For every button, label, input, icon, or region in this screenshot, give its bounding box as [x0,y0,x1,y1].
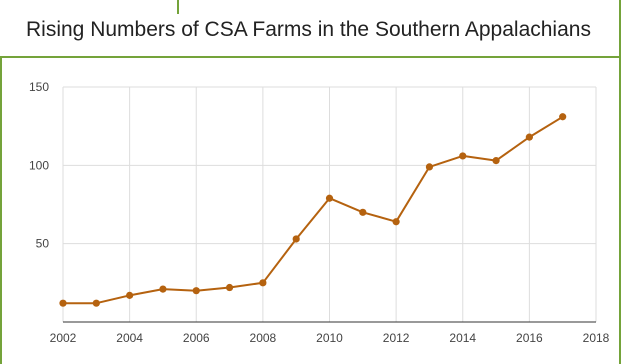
x-tick-label: 2014 [449,331,476,345]
x-tick-label: 2004 [116,331,143,345]
x-tick-label: 2012 [383,331,410,345]
data-point[interactable] [59,299,67,307]
x-tick-label: 2018 [583,331,610,345]
x-tick-label: 2002 [50,331,77,345]
title-box [0,0,621,58]
series-layer [59,113,567,307]
data-point[interactable] [559,113,567,121]
data-point[interactable] [126,291,134,299]
y-tick-label: 50 [36,237,50,251]
data-point[interactable] [359,208,367,216]
data-point[interactable] [525,133,533,141]
chart-title: Rising Numbers of CSA Farms in the South… [26,18,591,41]
data-point[interactable] [225,283,234,292]
axes: 2002 2004 2006 2008 2010 2012 2014 2016 2018 50 10… [29,80,610,345]
chart-box [0,56,621,364]
data-point[interactable] [325,194,334,202]
x-tick-label: 2016 [516,331,543,345]
data-point[interactable] [292,235,300,243]
x-tick-label: 2006 [183,331,210,345]
grid [62,86,597,322]
title-notch [177,0,179,14]
y-tick-label: 150 [29,80,49,94]
y-tick-label: 100 [29,158,49,172]
data-point[interactable] [459,152,467,160]
data-point[interactable] [392,218,400,226]
x-tick-label: 2008 [250,331,277,345]
data-point[interactable] [259,279,267,287]
data-point[interactable] [425,163,434,171]
data-point[interactable] [192,287,200,295]
data-point[interactable] [159,285,167,293]
data-point[interactable] [492,157,500,165]
data-point[interactable] [92,299,100,307]
series-line [63,115,564,305]
x-tick-label: 2010 [316,331,343,345]
